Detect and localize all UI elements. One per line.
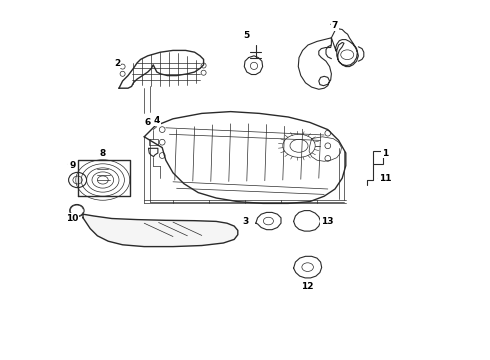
Text: 10: 10	[66, 214, 78, 223]
Text: 2: 2	[114, 58, 121, 68]
Text: 13: 13	[321, 216, 333, 225]
Text: 5: 5	[244, 31, 250, 40]
Text: 9: 9	[69, 161, 75, 170]
Bar	[373, 151, 383, 164]
Polygon shape	[83, 214, 238, 247]
Text: 11: 11	[379, 174, 392, 183]
Text: 6: 6	[145, 118, 151, 127]
Text: 7: 7	[332, 21, 338, 30]
Text: 12: 12	[301, 282, 314, 291]
Text: 3: 3	[242, 216, 248, 225]
Text: 1: 1	[382, 149, 389, 158]
Bar	[148, 139, 158, 145]
Text: 4: 4	[153, 116, 160, 125]
Text: 8: 8	[99, 149, 106, 158]
